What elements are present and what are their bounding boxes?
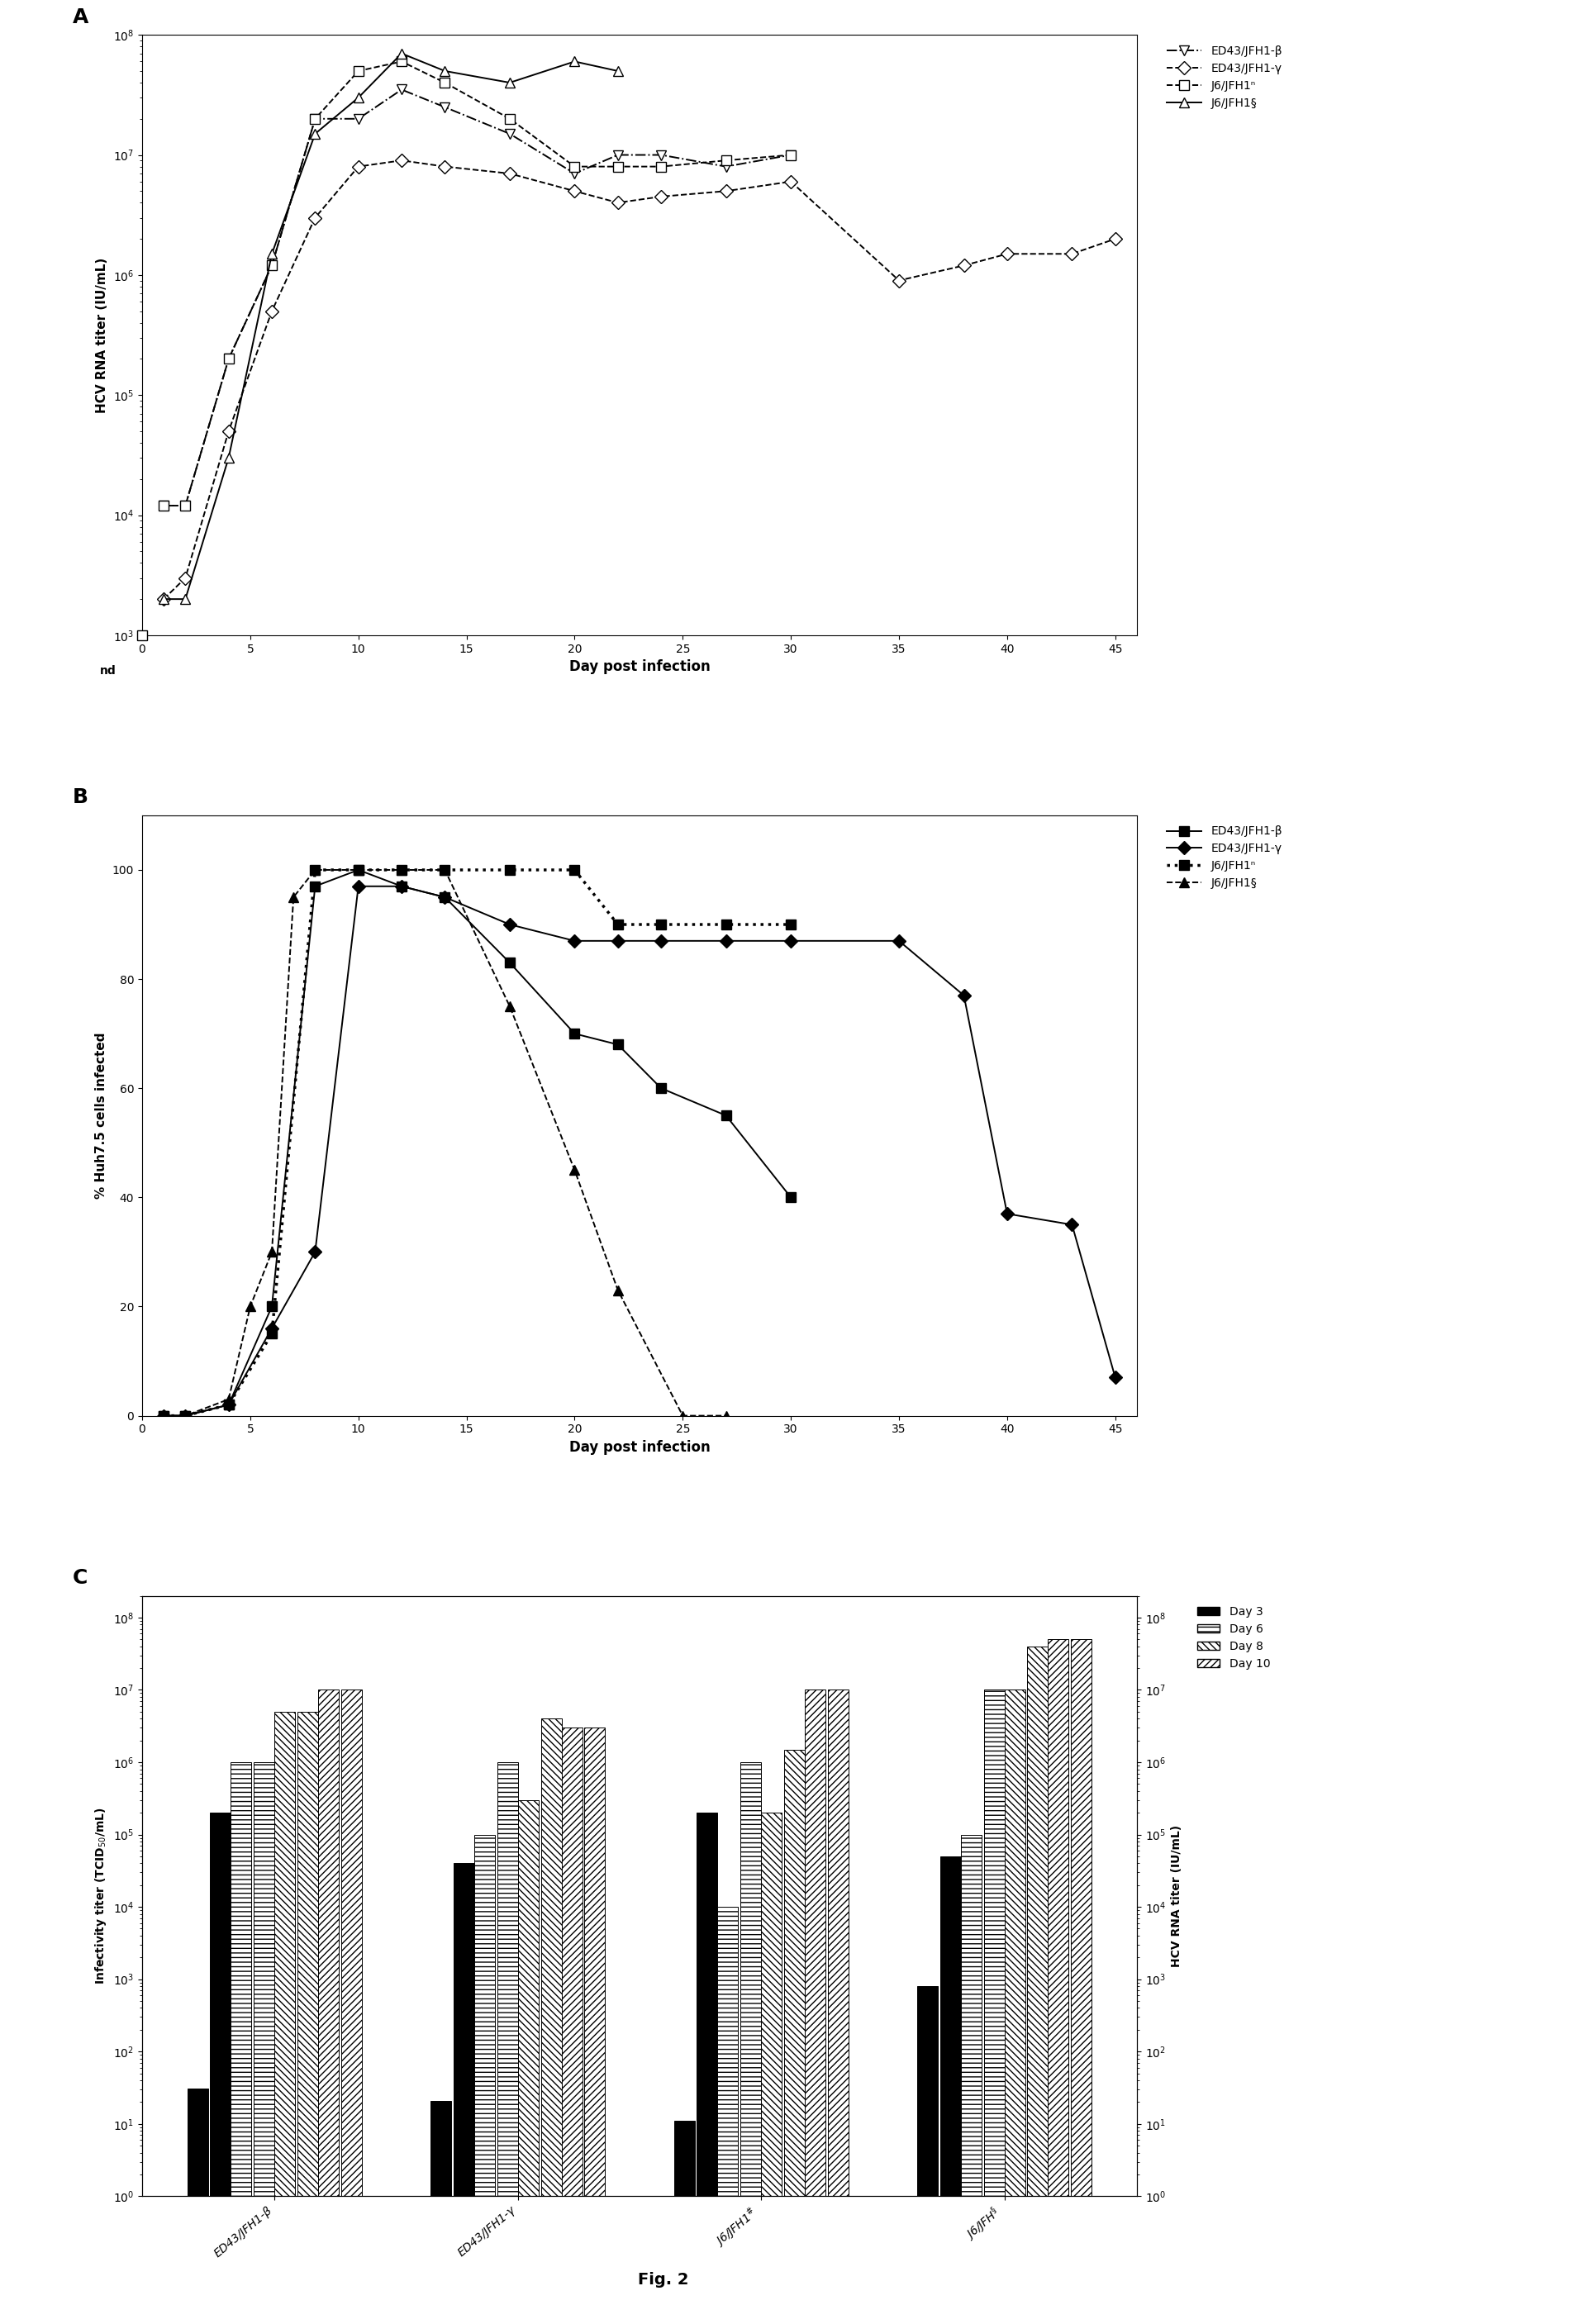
Bar xyxy=(518,1801,538,2196)
Text: B: B xyxy=(73,788,88,806)
Bar xyxy=(717,1908,739,2196)
Bar xyxy=(805,1690,826,2196)
Text: A: A xyxy=(73,7,88,28)
Bar xyxy=(741,1762,761,2196)
Bar xyxy=(297,1713,317,2196)
Bar xyxy=(497,1762,518,2196)
Bar xyxy=(474,1834,494,2196)
Bar xyxy=(188,2089,208,2196)
Bar xyxy=(940,1857,962,2196)
Y-axis label: HCV RNA titer (IU/mL): HCV RNA titer (IU/mL) xyxy=(1170,1824,1183,1966)
Bar xyxy=(962,1834,982,2196)
Bar xyxy=(254,1762,275,2196)
Text: C: C xyxy=(73,1569,88,1587)
Bar xyxy=(761,1813,782,2196)
Bar xyxy=(540,1720,562,2196)
Text: nd: nd xyxy=(99,665,117,676)
Bar xyxy=(827,1690,848,2196)
Bar xyxy=(1071,1638,1091,2196)
Bar xyxy=(584,1727,605,2196)
Bar xyxy=(1048,1638,1069,2196)
Y-axis label: % Huh7.5 cells infected: % Huh7.5 cells infected xyxy=(95,1032,107,1199)
Bar xyxy=(1028,1645,1048,2196)
Bar xyxy=(317,1690,339,2196)
Bar xyxy=(674,2122,695,2196)
Bar xyxy=(1004,1690,1025,2196)
Bar xyxy=(562,1727,583,2196)
Legend: ED43/JFH1-β, ED43/JFH1-γ, J6/JFH1ⁿ, J6/JFH1§: ED43/JFH1-β, ED43/JFH1-γ, J6/JFH1ⁿ, J6/J… xyxy=(1162,820,1287,895)
Legend: ED43/JFH1-β, ED43/JFH1-γ, J6/JFH1ⁿ, J6/JFH1§: ED43/JFH1-β, ED43/JFH1-γ, J6/JFH1ⁿ, J6/J… xyxy=(1162,40,1287,114)
Bar xyxy=(917,1987,938,2196)
Bar xyxy=(785,1750,805,2196)
Y-axis label: HCV RNA titer (IU/mL): HCV RNA titer (IU/mL) xyxy=(96,258,109,414)
Bar xyxy=(431,2101,452,2196)
Bar xyxy=(341,1690,362,2196)
Bar xyxy=(696,1813,717,2196)
Bar xyxy=(275,1713,295,2196)
Text: Fig. 2: Fig. 2 xyxy=(638,2273,688,2287)
Legend: Day 3, Day 6, Day 8, Day 10: Day 3, Day 6, Day 8, Day 10 xyxy=(1192,1601,1274,1673)
X-axis label: Day post infection: Day post infection xyxy=(568,660,711,674)
Bar xyxy=(453,1864,474,2196)
Bar xyxy=(210,1813,231,2196)
Bar xyxy=(231,1762,251,2196)
Y-axis label: Infectivity titer (TCID$_{50}$/mL): Infectivity titer (TCID$_{50}$/mL) xyxy=(93,1808,109,1985)
X-axis label: Day post infection: Day post infection xyxy=(568,1441,711,1455)
Bar xyxy=(984,1690,1004,2196)
